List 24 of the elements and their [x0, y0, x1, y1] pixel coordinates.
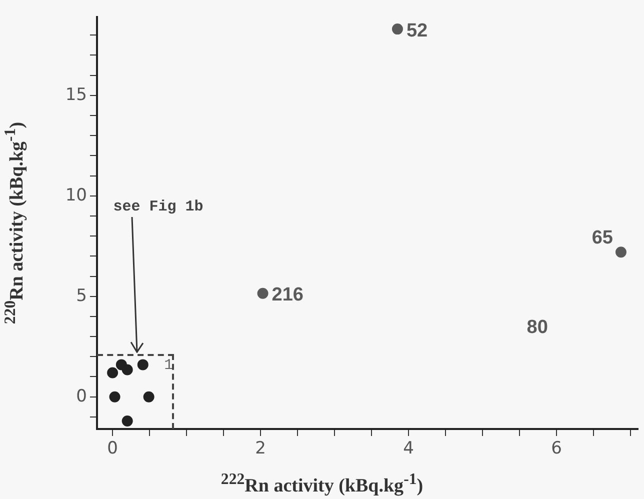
- annotation: 216: [272, 284, 304, 306]
- y-tick-label: 0: [76, 386, 87, 406]
- point: [143, 391, 154, 402]
- x-tick-label: 4: [403, 438, 414, 459]
- x-tick-label: 6: [551, 438, 562, 459]
- point: [257, 288, 268, 299]
- y-tick-label: 15: [65, 84, 87, 105]
- annotation: 80: [526, 316, 548, 338]
- point: [122, 364, 133, 376]
- point: [137, 359, 148, 370]
- annotation: see Fig 1b: [113, 198, 204, 216]
- annotation: 52: [406, 20, 428, 42]
- point: [615, 246, 626, 258]
- y-tick-label: 10: [65, 185, 87, 206]
- point: [392, 24, 403, 35]
- point: [107, 367, 118, 378]
- point: [122, 415, 133, 426]
- annotation: 65: [592, 227, 614, 248]
- x-tick-label: 2: [255, 438, 266, 459]
- y-tick-label: 5: [76, 286, 87, 306]
- annotation: 1: [164, 357, 174, 374]
- x-tick-label: 0: [107, 438, 118, 459]
- point: [109, 391, 120, 402]
- x-axis-title: $^{222}$Rn activity (kBq.kg$^{-1}$): [220, 470, 424, 497]
